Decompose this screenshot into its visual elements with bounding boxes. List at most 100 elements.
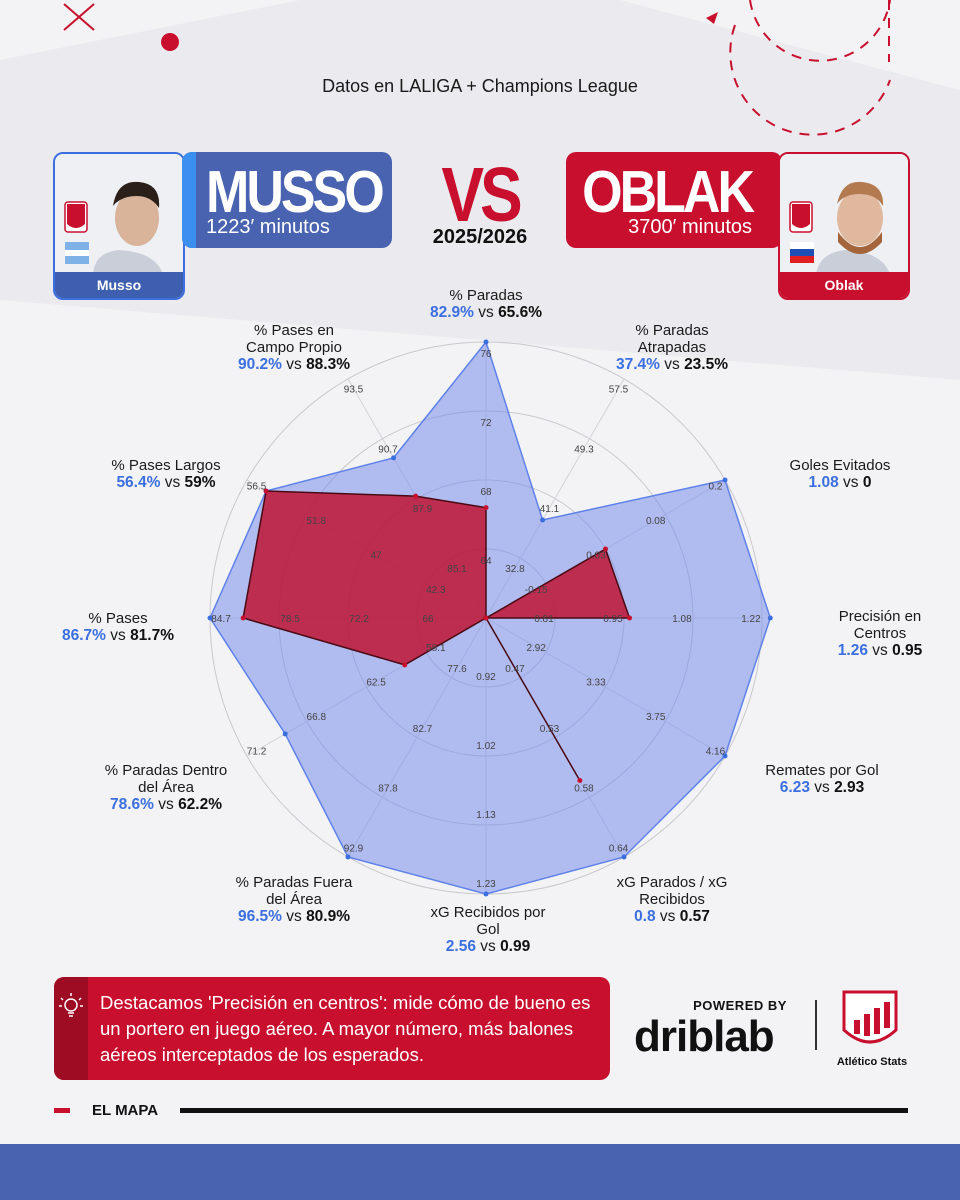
tick-label: 1.08 [672,614,692,625]
series-point-musso [391,455,397,461]
tick-label: 0.92 [476,672,496,683]
atletico-stats-logo [842,990,898,1044]
series-point-oblak [483,505,489,511]
tick-label: 87.9 [413,504,433,515]
value-musso: 86.7% [61,627,106,644]
vs-word: vs [153,796,179,813]
series-point-musso [207,615,213,621]
value-oblak: 0.57 [679,908,710,925]
tick-label: 3.33 [586,677,606,688]
axis-label-title: xG Parados / xG [616,874,728,891]
axis-label-title: % Pases [88,610,148,627]
axis-label: Goles Evitados 1.08 vs 0 [740,457,940,491]
series-point-oblak [263,488,269,494]
axis-label-title: % Paradas [449,287,523,304]
axis-label-title: % Pases Largos [111,457,221,474]
map-marker [54,1108,70,1113]
axis-label-title: % Pases en [253,322,335,339]
value-oblak: 81.7% [130,627,175,644]
value-oblak: 59% [184,474,216,491]
series-point-oblak [413,493,419,499]
vs-label: VS [441,151,522,238]
axis-label-title: % Paradas [635,322,709,339]
tick-label: 56.5 [247,482,267,493]
tick-label: 41.1 [540,504,560,515]
tick-label: 1.22 [741,614,761,625]
vs-word: vs [659,356,685,373]
note-box: Destacamos 'Precisión en centros': mide … [54,977,610,1080]
vs-word: vs [281,908,307,925]
brand-logo: driblab [634,1012,775,1061]
axis-label-title: % Paradas Fuera [235,874,353,891]
player-b-photo [780,154,908,274]
tick-label: 76 [480,349,492,360]
axis-label: % Pases en Campo Propio 90.2% vs 88.3% [194,322,394,373]
red-dot [161,33,179,51]
axis-label-values: 0.8 vs 0.57 [572,908,772,925]
value-oblak: 80.9% [306,908,351,925]
axis-label: % Pases Largos 56.4% vs 59% [66,457,266,491]
tick-label: 68 [480,487,492,498]
vs-word: vs [655,908,680,925]
axis-label: % Pases 86.7% vs 81.7% [18,610,218,644]
footer-bar [0,1144,960,1200]
tick-label: 0.03 [586,551,606,562]
value-oblak: 88.3% [306,356,351,373]
season: 2025/2026 [432,226,528,248]
bg-shape [0,0,960,380]
value-oblak: 65.6% [498,304,543,321]
axis-label-title-2: Atrapadas [637,339,707,356]
player-a-card: Musso [53,152,185,300]
axis-label-title-2: Centros [853,625,907,642]
tick-label: 3.75 [646,712,666,723]
series-point-musso [722,753,728,759]
tick-label: 2.92 [526,643,546,654]
dashed-arc [729,24,891,136]
axis-label-values: 2.56 vs 0.99 [388,938,588,955]
map-rule [180,1108,908,1113]
player-b-name-box: OBLAK 3700′ minutos [566,152,782,248]
vs-word: vs [160,474,185,491]
value-oblak: 62.2% [178,796,223,813]
map-label: EL MAPA [92,1102,159,1119]
player-b-name: OBLAK [582,159,755,226]
tick-label: 92.9 [344,843,364,854]
value-oblak: 23.5% [684,356,729,373]
tick-label: 77.6 [447,664,467,675]
tick-label: 64 [480,556,492,567]
axis-label-values: 6.23 vs 2.93 [722,779,922,796]
value-oblak: 0 [862,474,872,491]
series-point-musso [483,339,489,345]
axis-label-title-2: Gol [476,921,500,938]
series-point-musso [722,477,728,483]
tick-label: 66 [422,614,434,625]
value-musso: 6.23 [779,779,810,796]
series-point-musso [767,615,773,621]
vs-word: vs [105,627,131,644]
value-musso: 56.4% [116,474,161,491]
tick-label: 84.7 [211,614,231,625]
tick-label: 0.47 [505,664,525,675]
axis-label-values: 96.5% vs 80.9% [194,908,394,925]
series-point-musso [621,854,627,860]
axis-label: xG Recibidos por Gol 2.56 vs 0.99 [388,904,588,955]
axis-label-values: 37.4% vs 23.5% [572,356,772,373]
series-point-oblak [483,615,489,621]
tick-label: 78.5 [280,614,300,625]
powered-by: POWERED BY [693,998,787,1013]
tick-label: 72.2 [349,614,369,625]
tick-label: 93.5 [344,385,364,396]
axis-label-values: 82.9% vs 65.6% [386,304,586,321]
player-a-name-box: MUSSO 1223′ minutos [182,152,392,248]
tick-label: 51.8 [307,516,327,527]
axis-label: % Paradas Dentro del Área 78.6% vs 62.2% [66,762,266,813]
axis-label: % Paradas Fuera del Área 96.5% vs 80.9% [194,874,394,925]
player-b-tag: Oblak [780,272,908,298]
tick-label: 87.8 [378,784,398,795]
axis-label-values: 78.6% vs 62.2% [66,796,266,813]
series-point-musso [282,731,288,737]
player-a-minutes: 1223′ minutos [206,216,330,238]
tick-label: 0.95 [603,614,623,625]
dashed-arc [749,0,891,62]
vs-word: vs [809,779,835,796]
